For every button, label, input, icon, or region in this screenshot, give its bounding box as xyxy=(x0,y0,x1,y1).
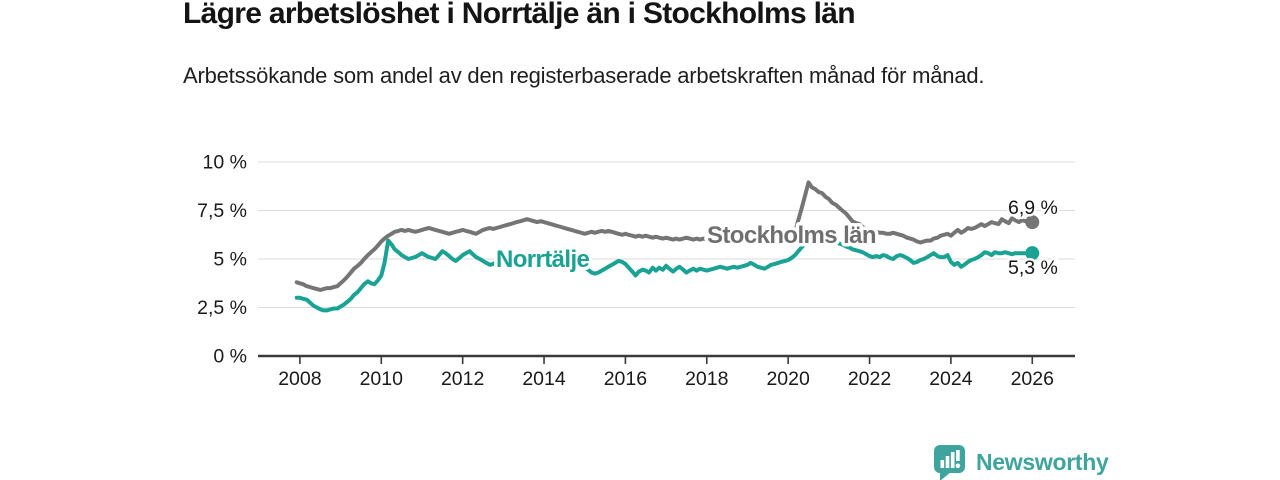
bar-chart-speech-bubble-icon xyxy=(934,445,965,480)
y-axis-label: 2,5 % xyxy=(197,297,247,319)
series-end-dot-norrt-lje xyxy=(1025,246,1040,261)
y-axis-label: 10 % xyxy=(203,152,247,174)
series-end-value-norrt-lje: 5,3 % xyxy=(1008,257,1058,279)
x-axis-label: 2022 xyxy=(848,368,891,390)
x-axis-label: 2008 xyxy=(278,368,321,390)
series-end-dot-stockholms-l-n xyxy=(1025,215,1040,230)
x-axis-label: 2018 xyxy=(685,368,728,390)
chart-subtitle: Arbetssökande som andel av den registerb… xyxy=(183,63,985,88)
x-axis-label: 2020 xyxy=(766,368,810,390)
series-line-stockholms-l-n xyxy=(294,180,1035,292)
x-axis-label: 2026 xyxy=(1011,368,1054,390)
x-axis-label: 2014 xyxy=(522,368,566,390)
y-axis-label: 5 % xyxy=(213,249,247,271)
series-label-norrt-lje: Norrtälje xyxy=(496,246,590,273)
chart-title: Lägre arbetslöshet i Norrtälje än i Stoc… xyxy=(183,0,856,30)
x-axis-label: 2010 xyxy=(360,368,404,390)
x-axis-label: 2012 xyxy=(441,368,484,390)
series-line-norrt-lje xyxy=(294,238,1035,313)
series-end-value-stockholms-l-n: 6,9 % xyxy=(1008,197,1058,219)
y-axis-label: 7,5 % xyxy=(197,200,247,222)
x-axis-label: 2016 xyxy=(604,368,647,390)
newsworthy-logo-link[interactable]: Newsworthy xyxy=(933,444,1109,480)
y-axis-label: 0 % xyxy=(213,346,247,368)
x-axis-label: 2024 xyxy=(929,368,973,390)
series-label-stockholms-l-n: Stockholms län xyxy=(707,222,876,249)
newsworthy-wordmark: Newsworthy xyxy=(976,448,1109,475)
